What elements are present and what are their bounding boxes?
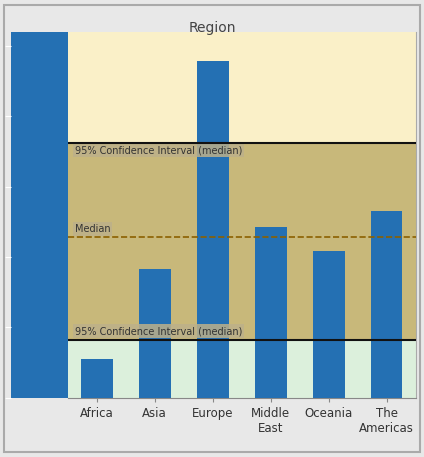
Bar <box>68 340 416 398</box>
Bar <box>255 227 287 398</box>
Bar <box>312 251 345 398</box>
Bar <box>68 32 416 143</box>
Text: Median: Median <box>75 224 110 234</box>
Text: Region: Region <box>188 21 236 35</box>
Bar <box>81 359 113 398</box>
Bar <box>197 61 229 398</box>
Bar <box>371 211 402 398</box>
Text: 95% Confidence Interval (median): 95% Confidence Interval (median) <box>75 145 242 155</box>
Bar <box>139 269 171 398</box>
Bar <box>68 143 416 340</box>
Text: 95% Confidence Interval (median): 95% Confidence Interval (median) <box>75 326 242 336</box>
